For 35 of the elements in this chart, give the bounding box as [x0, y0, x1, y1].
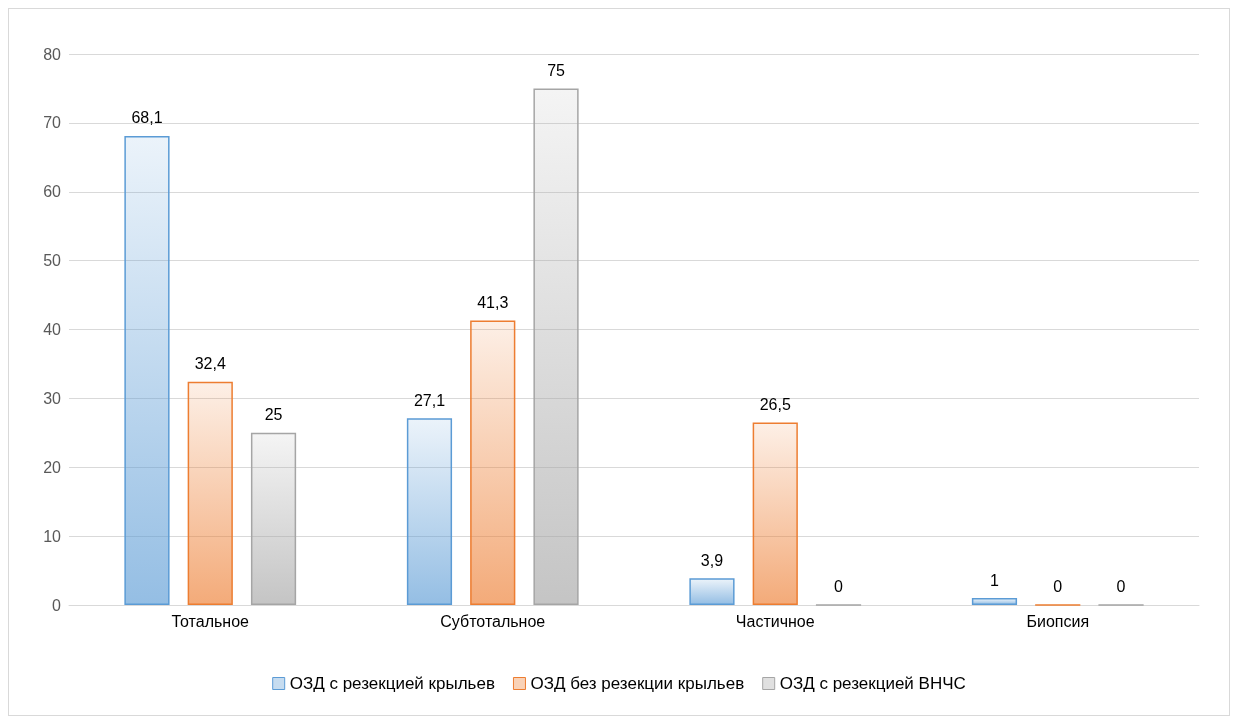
x-tick-label: Частичное	[735, 612, 815, 630]
bar	[187, 381, 233, 605]
x-tick-label: Субтотальное	[440, 612, 546, 630]
bar	[752, 422, 798, 605]
legend-label: ОЗД с резекцией ВНЧС	[779, 674, 966, 693]
y-tick-label: 20	[43, 458, 62, 476]
data-label: 32,4	[194, 355, 226, 373]
y-tick-label: 50	[43, 252, 62, 270]
data-label: 75	[547, 61, 566, 79]
x-tick-label: Тотальное	[171, 612, 250, 630]
bar	[971, 598, 1018, 605]
data-label: 27,1	[413, 391, 446, 409]
y-tick-label: 0	[52, 596, 62, 614]
bar	[124, 135, 170, 605]
data-label: 0	[834, 577, 844, 595]
legend-label: ОЗД с резекцией крыльев	[289, 674, 495, 693]
data-label: 68,1	[131, 109, 163, 127]
data-label: 25	[264, 406, 283, 424]
data-label: 26,5	[759, 395, 791, 413]
data-label: 0	[1116, 577, 1126, 595]
bar	[406, 418, 453, 605]
data-label: 1	[990, 571, 1000, 589]
y-tick-label: 60	[43, 183, 62, 201]
y-tick-label: 10	[43, 527, 62, 545]
y-tick-label: 30	[43, 389, 62, 407]
y-tick-label: 40	[43, 321, 62, 338]
data-label: 0	[1053, 577, 1063, 595]
y-tick-label: 70	[43, 114, 62, 132]
data-label: 41,3	[477, 294, 509, 312]
bar	[689, 578, 735, 605]
y-tick-label: 80	[43, 45, 62, 63]
data-label: 3,9	[700, 551, 724, 569]
bar	[470, 320, 516, 605]
legend-label: ОЗД без резекции крыльев	[530, 674, 745, 693]
x-tick-label: Биопсия	[1026, 612, 1090, 630]
